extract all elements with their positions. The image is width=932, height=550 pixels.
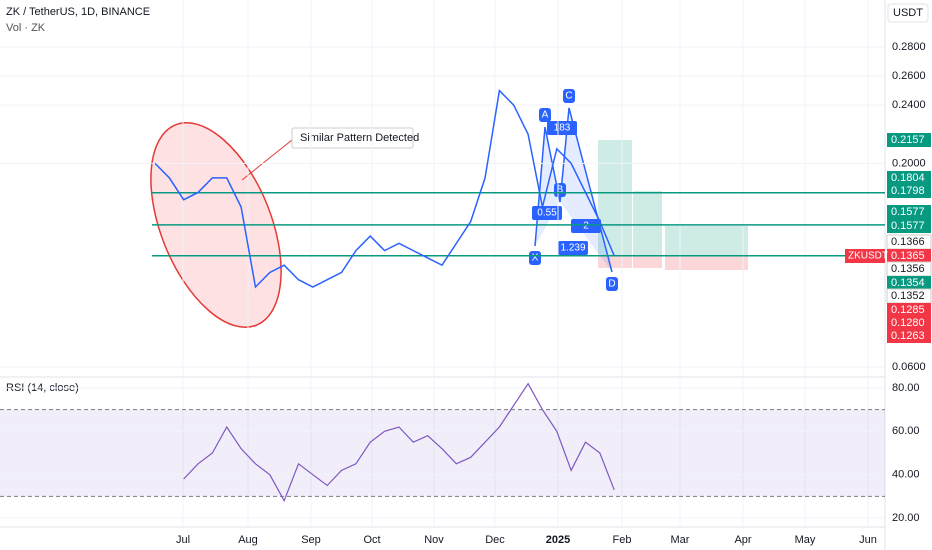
pattern-point-box bbox=[529, 251, 541, 265]
y-tick-label: 0.2800 bbox=[892, 41, 926, 53]
pattern-point: D bbox=[608, 279, 615, 290]
price-tag bbox=[887, 205, 931, 219]
price-tag-label: 0.1263 bbox=[891, 330, 925, 342]
pattern-point: C bbox=[565, 91, 572, 102]
price-tag bbox=[887, 171, 931, 185]
price-tag bbox=[887, 133, 931, 147]
ratio-label: 1.239 bbox=[560, 243, 585, 254]
symbol-tag bbox=[845, 249, 885, 263]
rsi-band bbox=[0, 409, 885, 497]
x-tick-label: Nov bbox=[424, 534, 444, 546]
pattern-point-box bbox=[563, 89, 575, 103]
price-tag-label: 0.1354 bbox=[891, 277, 925, 289]
rsi-line bbox=[183, 382, 615, 503]
rsi-tick-label: 80.00 bbox=[892, 382, 920, 394]
rsi-tick-label: 20.00 bbox=[892, 512, 920, 524]
volume-label: Vol · ZK bbox=[6, 22, 46, 34]
price-tag-label: 0.1365 bbox=[891, 250, 925, 262]
x-tick-label: Oct bbox=[363, 534, 380, 546]
price-tag bbox=[887, 303, 931, 317]
price-tag bbox=[887, 329, 931, 343]
price-tag-label: 0.1356 bbox=[891, 263, 925, 275]
long-target bbox=[633, 191, 662, 256]
price-tag-label: 0.1804 bbox=[891, 172, 925, 184]
price-tag-label: 0.1577 bbox=[891, 220, 925, 232]
price-tag-label: 0.1366 bbox=[891, 236, 925, 248]
rsi-tick-label: 40.00 bbox=[892, 469, 920, 481]
price-tag-label: 0.1798 bbox=[891, 185, 925, 197]
y-tick-label: 0.2000 bbox=[892, 157, 926, 169]
positions bbox=[598, 140, 748, 270]
price-tag bbox=[887, 249, 931, 263]
symbol-tag-label: ZKUSDT bbox=[848, 251, 888, 262]
y-tick-label: 0.0600 bbox=[892, 361, 926, 373]
ratio-box bbox=[532, 206, 562, 220]
x-tick-label: May bbox=[795, 534, 816, 546]
rsi-tick-label: 60.00 bbox=[892, 425, 920, 437]
x-tick-label: Feb bbox=[613, 534, 632, 546]
price-tag bbox=[887, 219, 931, 233]
price-tag-label: 0.1352 bbox=[891, 290, 925, 302]
price-tag bbox=[887, 184, 931, 198]
price-tag-label: 0.2157 bbox=[891, 134, 925, 146]
pattern-line bbox=[534, 107, 613, 273]
x-tick-label: Jul bbox=[176, 534, 190, 546]
y-tick-label: 0.2600 bbox=[892, 70, 926, 82]
x-tick-label: Sep bbox=[301, 534, 321, 546]
pattern-point: A bbox=[542, 110, 549, 121]
pattern-point: X bbox=[532, 253, 539, 264]
long-stop bbox=[633, 256, 662, 268]
ratio-box bbox=[547, 121, 577, 135]
price-tag bbox=[887, 276, 931, 290]
ratio-label: 2 bbox=[583, 221, 589, 232]
annotation: Similar Pattern Detected bbox=[300, 132, 419, 144]
x-tick-label: Dec bbox=[485, 534, 505, 546]
y-tick-label: 0.2400 bbox=[892, 99, 926, 111]
x-tick-label: 2025 bbox=[546, 534, 570, 546]
ratio-box bbox=[558, 241, 588, 255]
price-tag bbox=[887, 316, 931, 330]
x-tick-label: Mar bbox=[671, 534, 690, 546]
ratio-label: 183 bbox=[554, 123, 571, 134]
symbol-title: ZK / TetherUS, 1D, BINANCE bbox=[6, 6, 150, 18]
long-target bbox=[665, 226, 748, 256]
pattern-labels: X A B C D 183 0.55 1.239 2 bbox=[529, 89, 618, 291]
price-tag-label: 0.1285 bbox=[891, 304, 925, 316]
long-stop bbox=[598, 256, 632, 268]
x-tick-label: Jun bbox=[859, 534, 877, 546]
x-tick-label: Aug bbox=[238, 534, 258, 546]
long-target bbox=[598, 140, 632, 256]
pattern-point-box bbox=[554, 183, 566, 197]
currency-box[interactable] bbox=[887, 3, 929, 23]
annotation-arrow bbox=[241, 139, 293, 181]
price-tag-label: 0.1577 bbox=[891, 206, 925, 218]
currency[interactable]: USDT bbox=[893, 7, 923, 19]
ratio-label: 0.55 bbox=[537, 208, 557, 219]
annotation-box bbox=[291, 127, 414, 149]
price-line bbox=[154, 89, 615, 289]
pattern-point: B bbox=[557, 185, 564, 196]
pattern-point-box bbox=[539, 108, 551, 122]
price-tag-label: 0.1280 bbox=[891, 317, 925, 329]
x-tick-label: Apr bbox=[734, 534, 751, 546]
long-stop bbox=[665, 256, 748, 270]
pattern-point-box bbox=[606, 277, 618, 291]
ratio-box bbox=[571, 219, 601, 233]
